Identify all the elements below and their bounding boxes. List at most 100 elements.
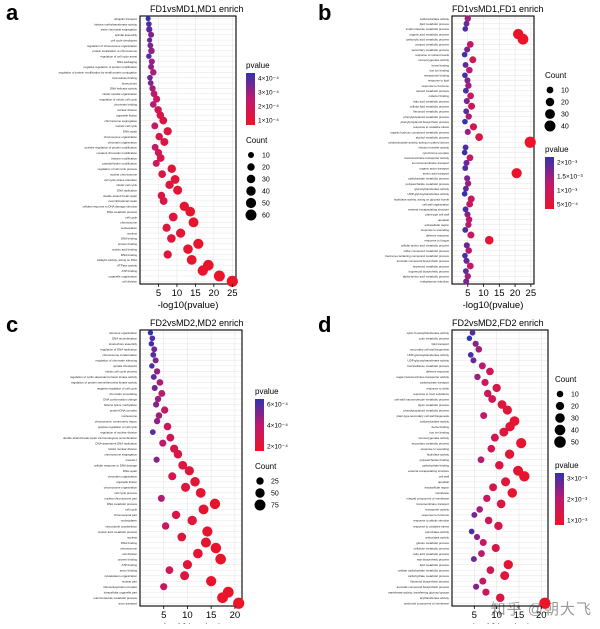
term-label: intracellular organelle part <box>104 591 137 595</box>
count-legend-dot <box>248 152 254 158</box>
term-label: negative regulation of protein modificat… <box>83 65 137 69</box>
x-tick-label: 25 <box>526 288 537 299</box>
data-point <box>502 405 512 415</box>
term-label: RNA binding <box>121 253 137 257</box>
term-label: phenylpropanoid biosynthetic process <box>401 120 450 124</box>
data-point <box>516 438 527 449</box>
data-point <box>147 74 153 81</box>
data-point <box>155 412 163 419</box>
data-point <box>193 548 203 559</box>
x-tick-label: 5 <box>472 610 477 621</box>
data-point <box>501 477 511 487</box>
term-label: kinetochore assembly <box>109 342 138 346</box>
data-point <box>163 250 172 259</box>
term-label: secondary metabolic process <box>412 441 450 445</box>
data-point <box>505 421 515 432</box>
term-label: oxoacid metabolic process <box>415 43 450 47</box>
term-label: carboxylic acid metabolic process <box>406 37 450 41</box>
data-point <box>465 82 472 89</box>
term-label: DNA binding <box>121 541 137 545</box>
count-legend-label: 50 <box>271 491 279 498</box>
term-label: extracellular region <box>425 223 450 227</box>
term-label: UDP-glucosyltransferase activity <box>407 353 449 357</box>
term-label: phenylpropanoid metabolic process <box>404 408 450 412</box>
term-label: wax biosynthetic process <box>417 557 450 561</box>
data-point <box>519 471 530 482</box>
term-label: chromosome <box>120 221 137 225</box>
term-label: transmembrane transport <box>417 502 450 506</box>
term-label: nuclear chromosome <box>110 172 137 176</box>
data-point <box>466 262 474 270</box>
term-label: regulation of protein serine/threonine k… <box>71 381 137 385</box>
term-label: peptidyl-lysine modification <box>102 162 137 166</box>
term-label: lipid metabolic process <box>420 563 450 567</box>
data-point <box>198 504 209 515</box>
term-label: cell cycle phase transition <box>104 178 137 182</box>
count-legend-label: 30 <box>262 177 270 184</box>
term-label: aromatic compound biosynthetic process <box>397 259 450 263</box>
data-point <box>461 51 468 58</box>
panel-c: c FD2vsMD2,MD2 enrich telomere organizatio… <box>0 312 300 624</box>
term-label: response to chitin <box>426 386 449 390</box>
term-label: plant-type secondary cell wall biogenesi… <box>397 414 450 418</box>
term-label: chromosome, centromeric region <box>95 419 138 423</box>
term-label: regulation of cell cycle process <box>98 167 138 171</box>
data-point <box>503 559 513 570</box>
term-label: positive regulation of protein modificat… <box>85 146 138 150</box>
term-label: response to wounding <box>421 447 450 451</box>
data-point <box>156 379 164 386</box>
data-point <box>153 456 160 463</box>
count-legend-dot <box>544 120 556 132</box>
term-label: cell wall macromolecule metabolic proces… <box>394 397 449 401</box>
data-point <box>170 175 180 184</box>
data-point <box>462 144 469 151</box>
panel-b: b FD1vsMD1,FD1 enrich oxidoreductase activ… <box>300 0 600 312</box>
term-label: chromosome organization <box>104 135 138 139</box>
count-legend-title: Count <box>255 462 277 471</box>
data-point <box>468 528 475 535</box>
pvalue-legend-label: 5×10⁻⁴ <box>557 202 578 209</box>
pvalue-legend-label: 4×10⁻⁴ <box>267 423 288 430</box>
term-label: polysaccharide binding <box>420 458 450 462</box>
data-point <box>152 159 160 167</box>
term-label: positive regulation of cell cycle <box>98 425 137 429</box>
count-legend-label: 40 <box>561 124 569 131</box>
x-tick-label: 15 <box>494 288 505 299</box>
data-point <box>484 516 493 525</box>
data-point <box>173 185 183 195</box>
data-point <box>148 31 155 38</box>
data-point <box>517 33 529 45</box>
term-label: response to oxidative stress <box>413 125 449 129</box>
data-point <box>173 449 183 459</box>
count-legend-label: 20 <box>262 165 270 172</box>
term-label: organic acid metabolic process <box>409 32 449 36</box>
term-label: cell division <box>122 280 137 284</box>
data-point <box>467 195 475 203</box>
term-label: carbohydrate metabolic process <box>408 574 450 578</box>
data-point <box>149 429 156 436</box>
data-point <box>463 278 470 285</box>
term-label: terpenoid metabolic process <box>413 264 450 268</box>
plot-frame <box>139 329 243 607</box>
data-point <box>167 164 176 174</box>
x-tick-label: 15 <box>190 288 201 299</box>
data-point <box>150 90 158 98</box>
count-legend-label: 40 <box>571 428 579 435</box>
watermark: 知乎 @朝大飞 <box>490 601 592 618</box>
term-label: ion transmembrane transport <box>412 161 449 165</box>
data-point <box>146 21 152 27</box>
x-tick-label: 5 <box>156 288 161 299</box>
x-tick-label: 10 <box>491 610 502 621</box>
term-label: mitotic spindle organization <box>102 92 137 96</box>
plot-frame <box>139 15 237 285</box>
data-point <box>469 56 477 64</box>
data-point <box>186 254 197 265</box>
term-label: external encapsulating structure <box>408 208 449 212</box>
count-legend-label: 50 <box>571 440 579 447</box>
term-label: nuclear chromosome part <box>104 497 137 501</box>
data-point <box>507 488 518 498</box>
term-label: heme binding <box>432 425 450 429</box>
term-label: monooxygenase activity <box>418 58 449 62</box>
x-tick-label: 10 <box>478 288 489 299</box>
term-label: DNA repair <box>123 469 137 473</box>
